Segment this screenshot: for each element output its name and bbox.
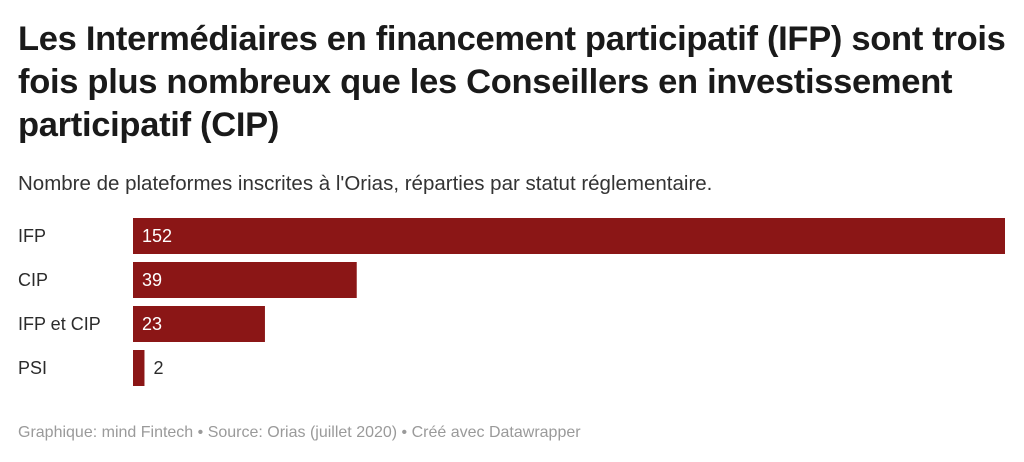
bar: [133, 350, 145, 386]
bar: [133, 306, 265, 342]
bar-value-label: 39: [142, 270, 162, 290]
category-label: PSI: [18, 358, 47, 378]
category-label: IFP: [18, 226, 46, 246]
bar: [133, 218, 1005, 254]
category-label: CIP: [18, 270, 48, 290]
category-label: IFP et CIP: [18, 314, 101, 334]
bar-value-label: 2: [153, 358, 163, 378]
bar: [133, 262, 357, 298]
chart-footer-credits: Graphique: mind Fintech • Source: Orias …: [18, 424, 581, 441]
chart-title: Les Intermédiaires en financement partic…: [18, 20, 1006, 144]
chart-subtitle: Nombre de plateformes inscrites à l'Oria…: [18, 172, 713, 195]
bar-value-label: 23: [142, 314, 162, 334]
bar-value-label: 152: [142, 226, 172, 246]
bar-chart: IFP 152 CIP 39 IFP et CIP 23 PSI 2: [18, 218, 1005, 386]
